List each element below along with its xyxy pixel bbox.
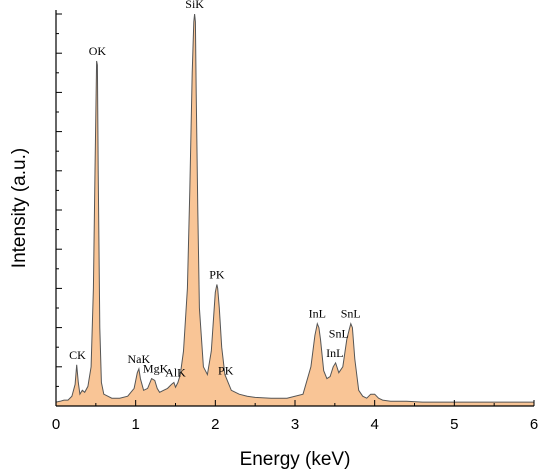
peak-label: PK — [209, 267, 225, 281]
y-axis-label: Intensity (a.u.) — [9, 148, 30, 268]
peak-label: SnL — [329, 326, 349, 340]
plot-area — [55, 13, 534, 406]
x-tick-label: 1 — [131, 416, 139, 433]
peak-label: SiK — [185, 0, 204, 11]
x-tick-label: 2 — [211, 416, 219, 433]
x-tick-label: 5 — [450, 416, 458, 433]
x-axis-label: Energy (keV) — [240, 449, 351, 470]
peak-label: OK — [89, 44, 107, 58]
peak-label: InL — [309, 307, 326, 321]
peak-label: PK — [218, 364, 234, 378]
peak-label: CK — [69, 348, 86, 362]
peak-label: MgK — [143, 362, 169, 376]
x-tick-label: 0 — [52, 416, 60, 433]
peak-label: NaK — [128, 352, 151, 366]
spectrum-area-0 — [56, 14, 534, 406]
peak-label: SnL — [341, 307, 361, 321]
x-tick-label: 6 — [530, 416, 538, 433]
y-axis-ticks — [56, 13, 62, 407]
x-tick-label: 3 — [291, 416, 299, 433]
x-axis-ticks: 0 1 2 3 4 5 6 — [52, 400, 538, 433]
spectrum-line-0 — [55, 13, 534, 403]
peak-label: InL — [326, 346, 343, 360]
peak-label: AlK — [165, 365, 186, 379]
x-tick-label: 4 — [370, 416, 378, 433]
